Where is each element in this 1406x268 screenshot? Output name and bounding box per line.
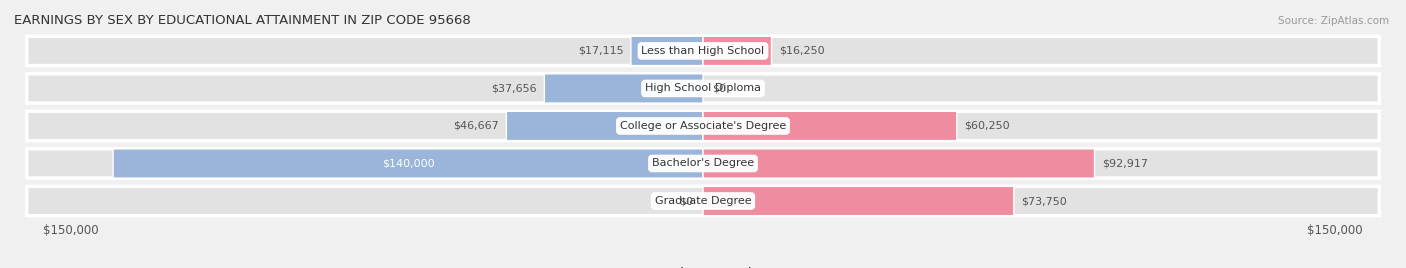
FancyBboxPatch shape xyxy=(703,186,1014,216)
FancyBboxPatch shape xyxy=(506,111,703,141)
Text: Bachelor's Degree: Bachelor's Degree xyxy=(652,158,754,169)
FancyBboxPatch shape xyxy=(27,149,1379,178)
Text: $46,667: $46,667 xyxy=(453,121,499,131)
FancyBboxPatch shape xyxy=(703,149,1094,178)
Text: $0: $0 xyxy=(679,196,693,206)
FancyBboxPatch shape xyxy=(27,36,1379,66)
Text: EARNINGS BY SEX BY EDUCATIONAL ATTAINMENT IN ZIP CODE 95668: EARNINGS BY SEX BY EDUCATIONAL ATTAINMEN… xyxy=(14,14,471,27)
Text: $37,656: $37,656 xyxy=(491,83,537,94)
Text: $16,250: $16,250 xyxy=(779,46,825,56)
Text: Less than High School: Less than High School xyxy=(641,46,765,56)
FancyBboxPatch shape xyxy=(27,186,1379,216)
Text: Source: ZipAtlas.com: Source: ZipAtlas.com xyxy=(1278,16,1389,26)
Text: $17,115: $17,115 xyxy=(578,46,623,56)
FancyBboxPatch shape xyxy=(703,36,772,66)
Text: $60,250: $60,250 xyxy=(965,121,1010,131)
Text: High School Diploma: High School Diploma xyxy=(645,83,761,94)
Text: $73,750: $73,750 xyxy=(1021,196,1067,206)
FancyBboxPatch shape xyxy=(703,111,957,141)
FancyBboxPatch shape xyxy=(631,36,703,66)
FancyBboxPatch shape xyxy=(27,111,1379,141)
Text: $92,917: $92,917 xyxy=(1102,158,1149,169)
FancyBboxPatch shape xyxy=(544,74,703,103)
Text: $0: $0 xyxy=(713,83,727,94)
Text: Graduate Degree: Graduate Degree xyxy=(655,196,751,206)
Legend: Male, Female: Male, Female xyxy=(641,263,765,268)
Text: College or Associate's Degree: College or Associate's Degree xyxy=(620,121,786,131)
FancyBboxPatch shape xyxy=(27,74,1379,103)
FancyBboxPatch shape xyxy=(112,149,703,178)
Text: $140,000: $140,000 xyxy=(381,158,434,169)
